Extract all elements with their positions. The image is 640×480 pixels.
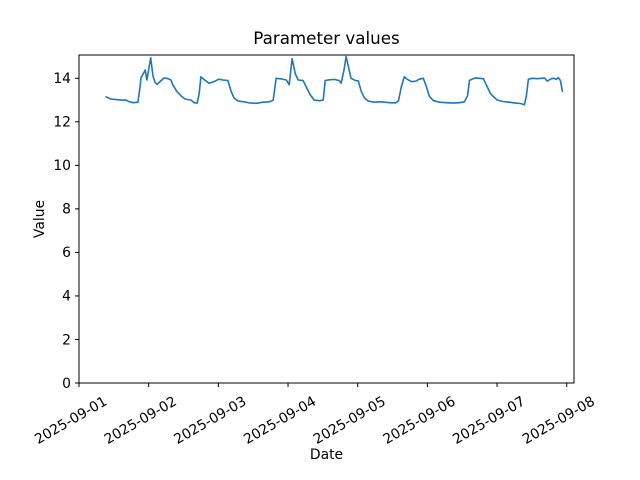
y-tick-label: 14 (53, 71, 71, 87)
y-tick-label: 10 (53, 158, 71, 174)
y-tick-label: 8 (62, 202, 71, 218)
y-axis-label: Value (32, 200, 48, 238)
plot-border (78, 54, 575, 384)
x-tick-label: 2025-09-04 (241, 394, 319, 448)
y-axis-ticks: 0 2 4 6 8 10 12 14 (53, 71, 79, 392)
y-tick-label: 2 (62, 332, 71, 348)
x-tick-label: 2025-09-03 (171, 394, 249, 448)
y-tick-label: 4 (62, 289, 71, 305)
y-tick-label: 0 (62, 376, 71, 392)
data-line (105, 55, 564, 106)
x-axis-ticks: 2025-09-012025-09-022025-09-032025-09-04… (32, 383, 598, 448)
x-axis-label: Date (310, 447, 343, 463)
y-tick-label: 12 (53, 115, 71, 131)
chart-title: Parameter values (253, 28, 399, 48)
x-tick-label: 2025-09-05 (311, 394, 389, 448)
x-tick-label: 2025-09-02 (102, 394, 180, 448)
y-tick-label: 6 (62, 245, 71, 261)
x-tick-label: 2025-09-08 (520, 394, 598, 448)
x-tick-label: 2025-09-07 (450, 394, 528, 448)
x-tick-label: 2025-09-06 (380, 394, 458, 448)
x-tick-label: 2025-09-01 (32, 394, 110, 448)
